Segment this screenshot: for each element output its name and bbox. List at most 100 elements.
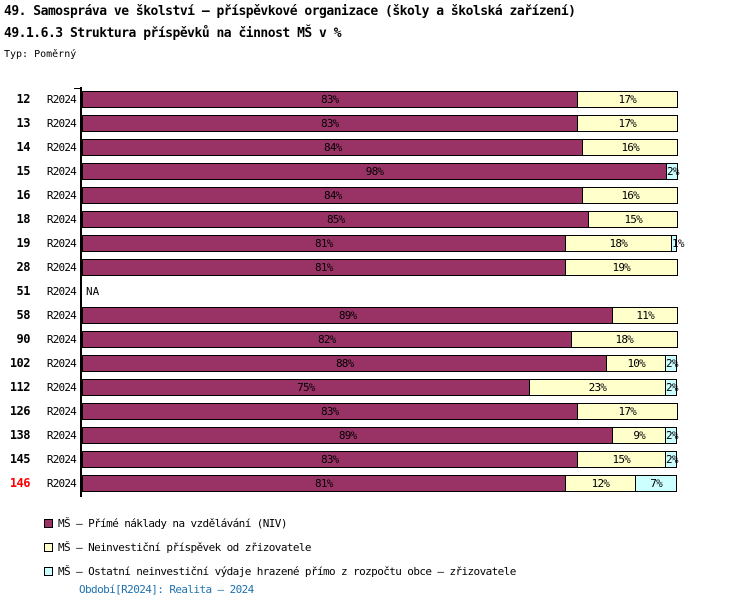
bar-segment-value-label: 89% <box>338 429 357 442</box>
bar-segment-prispevek-zrizovatele: 9% <box>612 427 667 444</box>
legend-color-swatch <box>44 519 53 528</box>
bar-segment-value-label: 15% <box>612 453 631 466</box>
bar-segment-prispevek-zrizovatele: 18% <box>564 235 673 252</box>
row-period-label: R2024 <box>46 333 77 346</box>
bar-segment-niv: 89% <box>82 307 614 324</box>
row-category-label: 145 <box>9 452 31 466</box>
row-category-label: 90 <box>16 332 31 346</box>
row-period-label: R2024 <box>46 381 77 394</box>
bar-segment-value-label: 16% <box>621 189 639 202</box>
bar-segment-niv: 88% <box>82 355 608 372</box>
legend-color-swatch <box>44 543 53 552</box>
bar-segment-value-label: 17% <box>618 117 637 130</box>
bar-segment-value-label: 82% <box>318 333 336 346</box>
bar-segment-value-label: 7% <box>650 477 662 490</box>
bar-segment-value-label: 85% <box>326 213 345 226</box>
bar-segment-prispevek-zrizovatele: 18% <box>570 331 678 348</box>
bar-segment-value-label: 2% <box>667 165 679 178</box>
bar-segment-prispevek-zrizovatele: 15% <box>588 211 678 228</box>
chart-row: 14 R2024 84% 16% <box>0 139 750 156</box>
stacked-bar: 82% 18% <box>82 331 678 348</box>
bar-segment-value-label: 98% <box>365 165 384 178</box>
stacked-bar: 98% 2% <box>82 163 679 180</box>
stacked-bar: 81% 18% 1% <box>82 235 684 252</box>
bar-segment-value-label: 75% <box>297 381 315 394</box>
row-category-label: 102 <box>9 356 31 370</box>
chart-row: 146 R2024 81% 12% 7% <box>0 475 750 492</box>
chart-row: 145 R2024 83% 15% 2% <box>0 451 750 468</box>
bar-segment-value-label: 81% <box>315 261 333 274</box>
chart-row: 12 R2024 83% 17% <box>0 91 750 108</box>
bar-segment-value-label: 88% <box>335 357 354 370</box>
row-category-label: 28 <box>16 260 31 274</box>
bar-segment-value-label: 23% <box>588 381 607 394</box>
bar-segment-value-label: 10% <box>627 357 645 370</box>
bar-segment-prispevek-zrizovatele: 16% <box>582 139 678 156</box>
bar-segment-value-label: 83% <box>321 117 339 130</box>
bar-segment-niv: 98% <box>82 163 668 180</box>
chart-row: 90 R2024 82% 18% <box>0 331 750 348</box>
row-period-label: R2024 <box>46 93 77 106</box>
row-period-label: R2024 <box>46 213 77 226</box>
bar-segment-niv: 84% <box>82 187 584 204</box>
bar-segment-value-label: 16% <box>621 141 639 154</box>
bar-segment-value-label: 83% <box>321 93 339 106</box>
row-period-label: R2024 <box>46 141 77 154</box>
bar-segment-value-label: 19% <box>612 261 631 274</box>
row-category-label: 112 <box>9 380 31 394</box>
bar-segment-prispevek-zrizovatele: 16% <box>582 187 678 204</box>
bar-segment-value-label: 84% <box>324 189 342 202</box>
stacked-bar: 89% 11% <box>82 307 678 324</box>
stacked-bar: 84% 16% <box>82 139 678 156</box>
bar-segment-niv: 81% <box>82 235 566 252</box>
bar-segment-value-label: 2% <box>666 357 678 370</box>
row-period-label: R2024 <box>46 357 77 370</box>
bar-segment-value-label: 84% <box>324 141 342 154</box>
chart-row: 126 R2024 83% 17% <box>0 403 750 420</box>
legend-label: MŠ – Ostatní neinvestiční výdaje hrazené… <box>58 565 516 578</box>
bar-segment-niv: 82% <box>82 331 572 348</box>
chart-row: 13 R2024 83% 17% <box>0 115 750 132</box>
row-category-label: 146 <box>9 476 31 490</box>
bar-segment-prispevek-zrizovatele: 10% <box>606 355 667 372</box>
bar-segment-prispevek-zrizovatele: 17% <box>576 91 678 108</box>
y-axis-line <box>80 87 82 497</box>
bar-segment-value-label: 81% <box>315 477 333 490</box>
chart-row: 28 R2024 81% 19% <box>0 259 750 276</box>
bar-segment-prispevek-zrizovatele: 11% <box>612 307 678 324</box>
row-period-label: R2024 <box>46 429 77 442</box>
bar-segment-niv: 83% <box>82 115 578 132</box>
row-category-label: 16 <box>16 188 31 202</box>
bar-segment-value-label: 2% <box>666 381 678 394</box>
chart-row: 138 R2024 89% 9% 2% <box>0 427 750 444</box>
row-category-label: 19 <box>16 236 31 250</box>
bar-segment-niv: 83% <box>82 451 578 468</box>
bar-segment-niv: 89% <box>82 427 614 444</box>
bar-segment-ostatni-vydaje: 2% <box>665 427 678 444</box>
row-period-label: R2024 <box>46 285 77 298</box>
bar-segment-ostatni-vydaje: 1% <box>671 235 684 252</box>
bar-segment-value-label: 89% <box>338 309 357 322</box>
stacked-bar: 83% 17% <box>82 115 678 132</box>
bar-segment-niv: 83% <box>82 91 578 108</box>
bar-segment-value-label: 15% <box>624 213 642 226</box>
bar-segment-value-label: 17% <box>618 405 637 418</box>
chart-row: 15 R2024 98% 2% <box>0 163 750 180</box>
bar-segment-niv: 84% <box>82 139 584 156</box>
row-period-label: R2024 <box>46 261 77 274</box>
chart-row: 18 R2024 85% 15% <box>0 211 750 228</box>
stacked-bar: 84% 16% <box>82 187 678 204</box>
bar-segment-prispevek-zrizovatele: 19% <box>564 259 678 276</box>
bar-segment-value-label: 2% <box>666 453 678 466</box>
bar-segment-prispevek-zrizovatele: 17% <box>576 115 678 132</box>
bar-segment-value-label: 83% <box>321 405 339 418</box>
row-category-label: 12 <box>16 92 31 106</box>
stacked-bar: 75% 23% 2% <box>82 379 678 396</box>
chart-row: 102 R2024 88% 10% 2% <box>0 355 750 372</box>
row-period-label: R2024 <box>46 405 77 418</box>
row-period-label: R2024 <box>46 165 77 178</box>
row-na-label: NA <box>86 285 100 298</box>
stacked-bar: 89% 9% 2% <box>82 427 678 444</box>
row-period-label: R2024 <box>46 189 77 202</box>
